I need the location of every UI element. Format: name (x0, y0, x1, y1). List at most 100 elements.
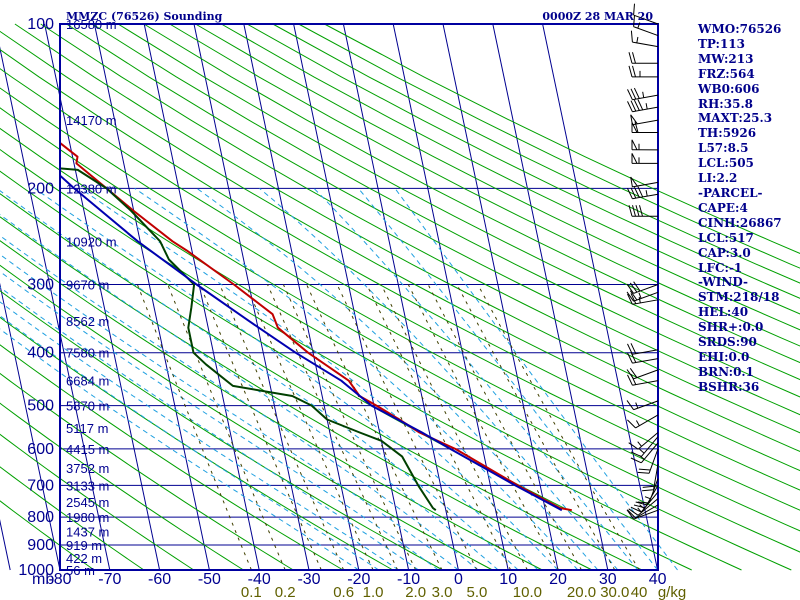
pressure-tick-label: 1000 (18, 562, 54, 579)
sounding-index-item: EHI:0.0 (698, 349, 750, 364)
dry-adiabat-line (0, 433, 194, 571)
sounding-index-item: CAP:3.0 (698, 245, 751, 260)
pressure-tick-label: 300 (27, 277, 54, 294)
wind-barb-shape (627, 373, 659, 386)
mixing-ratio-label: 30.0 (600, 584, 629, 600)
moist-adiabat-line (196, 187, 599, 571)
isotherm-line (143, 23, 260, 571)
wind-barb-shape (630, 114, 659, 126)
wind-barb (630, 30, 659, 48)
height-label: 14170 m (66, 113, 117, 128)
dry-adiabat-line (298, 23, 800, 269)
moist-adiabat-line (0, 190, 519, 571)
dry-adiabat-line (40, 23, 800, 434)
wind-barb-shape (630, 30, 659, 48)
wind-barb-shape (630, 176, 659, 188)
sounding-index-item: SRDS:90 (698, 335, 757, 350)
wind-barb (626, 400, 659, 411)
height-label: 3752 m (66, 461, 109, 476)
dry-adiabat-line (0, 107, 800, 553)
sounding-index-item: LCL:517 (698, 230, 754, 245)
dry-adiabat-line (0, 264, 493, 571)
isotherm-line (442, 23, 559, 571)
isotherm-line (243, 23, 360, 571)
height-label: 9670 m (66, 278, 109, 293)
mixing-ratio-line (219, 284, 345, 571)
moist-adiabat-line (0, 286, 419, 571)
moist-adiabat-line (80, 187, 559, 571)
dry-adiabat-line (0, 240, 543, 571)
height-label: 5117 m (66, 421, 108, 436)
wind-barb (627, 414, 659, 429)
mixing-ratio-label: 0.2 (275, 584, 296, 600)
sounding-index-item: TP:113 (698, 36, 746, 51)
moist-adiabat-line (0, 253, 459, 571)
sounding-index-item: -PARCEL- (698, 185, 763, 200)
dewpoint-line (60, 167, 437, 511)
pressure-tick-label: 400 (27, 345, 54, 362)
dry-adiabat-line (0, 500, 95, 571)
wind-barb (627, 87, 659, 101)
dry-adiabat-line (0, 127, 792, 571)
mixing-ratio-label: 0.6 (333, 584, 354, 600)
dry-adiabat-line (92, 23, 800, 398)
dry-adiabat-line (221, 23, 800, 315)
isotherm-line (492, 23, 609, 571)
dry-adiabat-line (0, 49, 800, 491)
height-label: 422 m (66, 551, 102, 566)
wind-barbs (626, 3, 659, 520)
moist-adiabat-line (0, 270, 439, 571)
isotherm-line (0, 282, 61, 571)
mixing-ratio-line (267, 284, 399, 571)
wind-barb (628, 432, 659, 450)
sounding-index-item: CAPE:4 (698, 200, 748, 215)
sounding-index-item: MAXT:25.3 (698, 111, 773, 126)
dry-adiabat-line (0, 344, 344, 571)
isotherm-line (0, 46, 111, 571)
mixing-ratio-line (282, 284, 417, 571)
temperature-tick-label: -10 (397, 571, 420, 588)
height-label: 2545 m (66, 495, 109, 510)
wind-barb-shape (631, 153, 659, 164)
height-label: 919 m (66, 538, 102, 553)
height-label: 8562 m (66, 314, 109, 329)
wind-barb-shape (627, 293, 659, 305)
height-label: 6684 m (66, 374, 109, 389)
mixing-ratio-line (456, 284, 616, 571)
wind-barb (633, 15, 659, 37)
wind-barb-shape (627, 186, 659, 200)
height-label: 10920 m (66, 234, 117, 249)
dry-adiabat-line (324, 23, 800, 254)
dry-adiabat-line (143, 23, 800, 364)
temperature-tick-label: -50 (198, 571, 221, 588)
wind-barb-shape (628, 52, 659, 64)
dry-adiabat-line (246, 23, 800, 299)
wind-barb (628, 498, 659, 516)
wind-barb-shape (627, 504, 659, 519)
temperature-tick-label: -80 (48, 571, 71, 588)
isotherm-line (542, 23, 659, 571)
isotherm-line (342, 23, 459, 571)
pressure-tick-label: 700 (27, 477, 54, 494)
dry-adiabat-line (0, 193, 643, 571)
mixing-ratio-line (366, 284, 512, 571)
pressure-tick-label: 600 (27, 441, 54, 458)
wind-barb (631, 153, 659, 164)
temperature-tick-label: -60 (148, 571, 171, 588)
wind-barb (627, 373, 659, 386)
isotherm-line (44, 23, 161, 571)
dry-adiabat-line (0, 466, 145, 571)
moist-adiabat-line (0, 315, 379, 571)
wind-barb (630, 114, 659, 126)
isotherm-line (392, 23, 509, 571)
temperature-tick-label: 10 (499, 571, 517, 588)
sounding-index-item: L57:8.5 (698, 141, 749, 156)
moist-adiabat-line (0, 235, 479, 571)
chart-grid (0, 23, 800, 571)
sounding-index-item: RH:35.8 (698, 96, 753, 111)
wind-barb (626, 290, 659, 302)
wind-barb (637, 448, 659, 474)
wind-barb (627, 99, 659, 113)
moist-adiabat-line (34, 187, 539, 571)
